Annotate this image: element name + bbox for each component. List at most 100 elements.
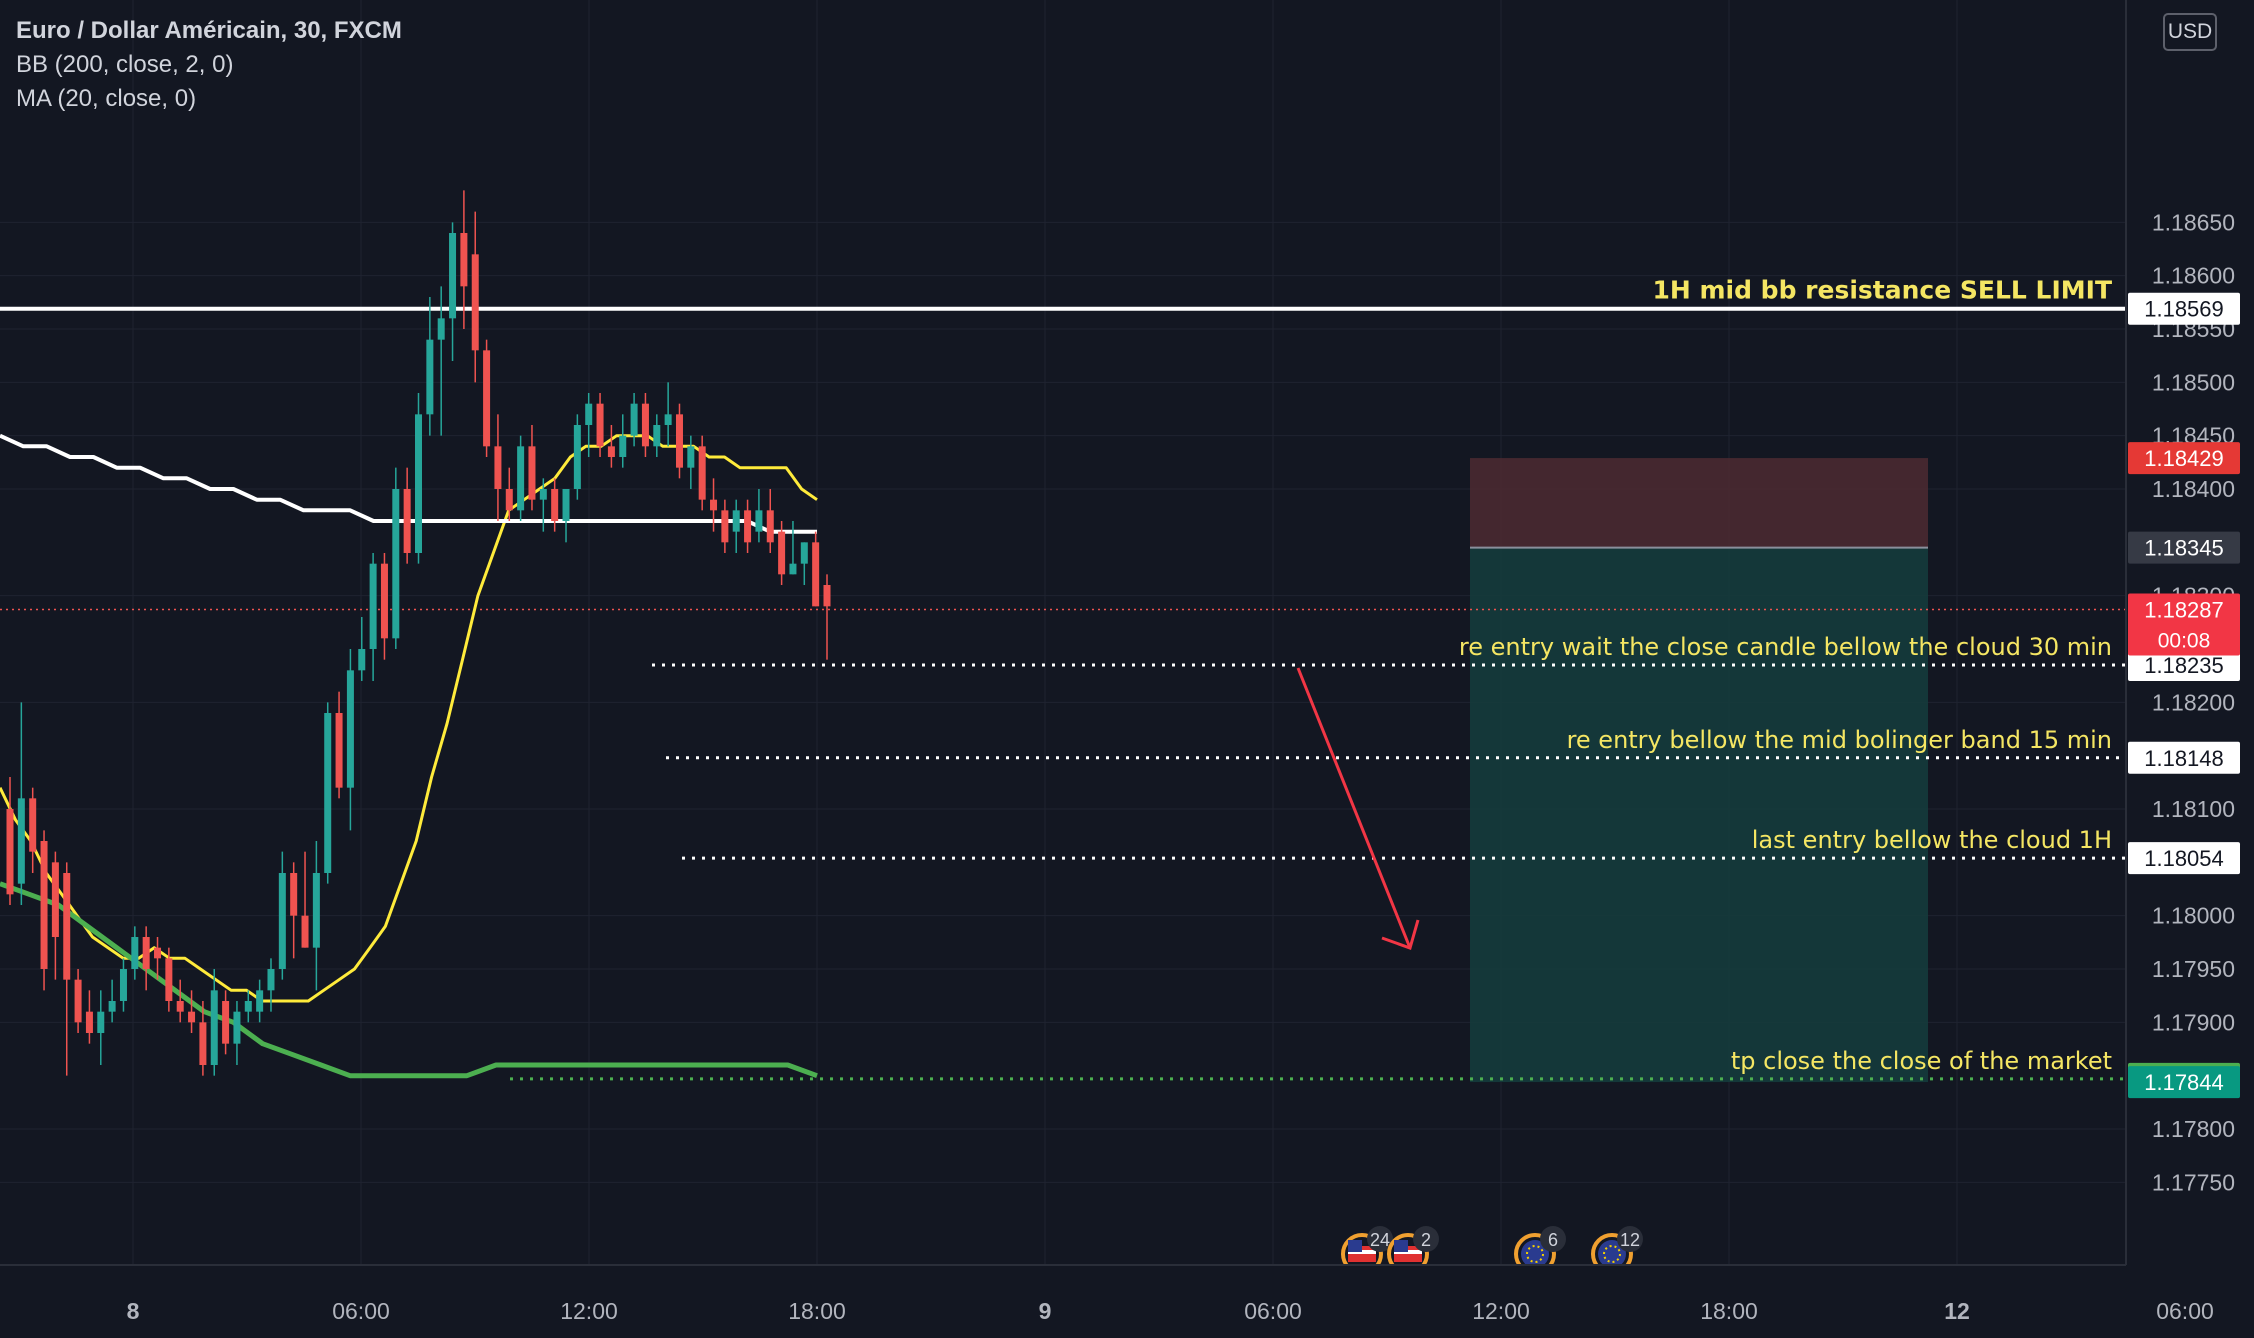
symbol-title[interactable]: Euro / Dollar Américain, 30, FXCM [16, 17, 402, 44]
eu-flag-field [1598, 1240, 1626, 1268]
candle-body [664, 414, 672, 425]
candle-body [641, 403, 649, 447]
level-price-tag [2128, 842, 2240, 875]
candle-body [85, 1011, 93, 1033]
candle-body [17, 798, 25, 884]
candle-body [63, 873, 71, 980]
candle-body [346, 670, 354, 788]
candle-body [301, 915, 309, 948]
level-annotation: last entry bellow the cloud 1H [1752, 826, 2112, 854]
take-profit-zone [1470, 547, 1928, 1083]
down-arrow-line [1296, 667, 1412, 949]
price-tick-label: 1.17750 [2152, 1169, 2235, 1195]
level-price-tag [2128, 741, 2240, 774]
price-tick-label: 1.18000 [2152, 903, 2235, 929]
event-count: 12 [1620, 1230, 1640, 1250]
candle-body [256, 990, 264, 1012]
time-tick-label: 8 [127, 1298, 140, 1324]
candle-body [619, 435, 627, 457]
candle-body [392, 489, 400, 639]
candle-body [687, 446, 695, 468]
candle-body [778, 531, 786, 575]
time-tick-label: 18:00 [788, 1298, 846, 1324]
candle-body [494, 446, 502, 489]
eu-flag-field [1521, 1240, 1549, 1268]
target-price-label: 1.17844 [2144, 1070, 2224, 1095]
eu-flag-stars [1603, 1245, 1621, 1263]
candlesticks [6, 190, 831, 1076]
down-arrow-head [1381, 919, 1420, 950]
entry-price-label: 1.18345 [2144, 536, 2224, 561]
event-count-badge [1617, 1226, 1643, 1252]
currency-button[interactable]: USD [2163, 13, 2217, 51]
price-tick-label: 1.18100 [2152, 796, 2235, 822]
event-count-badge [1367, 1226, 1393, 1252]
candle-body [324, 713, 332, 873]
candle-body [812, 542, 820, 607]
chart-drawings [1296, 667, 1420, 950]
candle-body [6, 809, 14, 895]
stop-price-label: 1.18429 [2144, 446, 2224, 471]
time-axis-background [0, 1265, 2126, 1338]
candle-body [721, 510, 729, 543]
candle-body [744, 510, 752, 543]
time-tick-label: 12:00 [1472, 1298, 1530, 1324]
level-price-label: 1.18054 [2144, 846, 2224, 871]
candle-body [732, 510, 740, 532]
candle-body [29, 798, 37, 852]
price-tick-label: 1.17900 [2152, 1009, 2235, 1035]
candle-body [449, 233, 457, 319]
candle-body [653, 425, 661, 447]
time-tick-label: 06:00 [1244, 1298, 1302, 1324]
candle-body [823, 585, 831, 607]
candle-body [585, 403, 593, 425]
level-price-label: 1.18148 [2144, 746, 2224, 771]
stop-loss-zone [1470, 458, 1928, 548]
candle-body [199, 1022, 207, 1065]
price-axis[interactable]: 1.186501.186001.185501.185001.184501.184… [2125, 0, 2254, 1338]
candle-body [766, 510, 774, 543]
time-axis[interactable]: 806:0012:0018:00906:0012:0018:001206:001… [0, 1264, 2254, 1338]
ma-indicator-label[interactable]: MA (20, close, 0) [16, 85, 197, 112]
level-price-tag [2128, 292, 2240, 325]
price-tick-label: 1.18600 [2152, 263, 2235, 289]
price-tick-label: 1.18500 [2152, 369, 2235, 395]
chart-legend: Euro / Dollar Américain, 30, FXCM BB (20… [16, 14, 402, 116]
candle-body [176, 1001, 184, 1012]
candle-body [210, 990, 218, 1065]
candle-body [74, 979, 82, 1023]
time-tick-label: 9 [1039, 1298, 1052, 1324]
time-tick-label: 06:00 [332, 1298, 390, 1324]
candle-body [562, 489, 570, 521]
level-annotation: re entry wait the close candle bellow th… [1459, 633, 2112, 661]
candle-body [97, 1011, 105, 1033]
candle-body [596, 403, 604, 447]
candle-body [369, 563, 377, 649]
level-price-label: 1.18235 [2144, 653, 2224, 678]
entry-price-tag [2128, 531, 2240, 564]
price-tick-label: 1.18650 [2152, 209, 2235, 235]
candle-body [437, 318, 445, 340]
event-count: 6 [1548, 1230, 1558, 1250]
candle-body [188, 1011, 196, 1023]
candle-body [51, 862, 59, 937]
candle-body [108, 1001, 116, 1012]
candle-body [415, 414, 422, 553]
time-tick-label: 12:00 [560, 1298, 618, 1324]
candle-body [358, 649, 366, 671]
candle-body [528, 446, 536, 500]
candle-body [517, 446, 525, 511]
last-price-tag [2128, 593, 2240, 656]
candle-body [710, 499, 718, 511]
event-count-badge [1540, 1226, 1566, 1252]
candle-body [551, 489, 559, 521]
price-tick-label: 1.17950 [2152, 956, 2235, 982]
candle-body [573, 425, 581, 489]
economic-events[interactable]: 24 2 6 12 [1341, 1226, 1643, 1275]
candle-body [483, 350, 491, 447]
candle-body [335, 713, 343, 788]
candle-body [403, 489, 411, 553]
candle-body [460, 233, 468, 287]
bb-indicator-label[interactable]: BB (200, close, 2, 0) [16, 51, 234, 78]
